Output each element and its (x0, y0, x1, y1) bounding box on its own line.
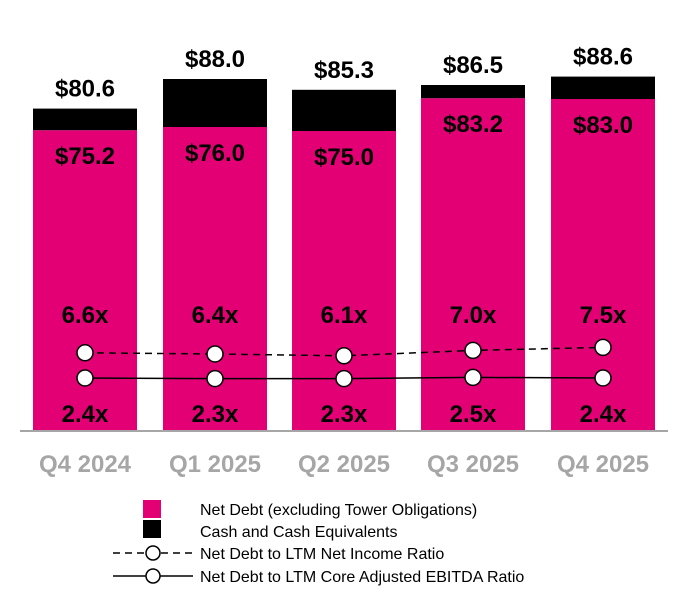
net-income-ratio-label: 6.4x (192, 302, 239, 329)
bar-cash (421, 85, 525, 99)
ratio-marker (464, 368, 482, 387)
legend-swatch-cash (143, 520, 161, 538)
net-income-ratio-line (84, 346, 604, 357)
ebitda-ratio-label: 2.5x (450, 401, 497, 428)
total-label: $86.5 (443, 52, 503, 79)
net-income-ratio-label: 6.6x (62, 302, 109, 329)
ebitda-ratio-label: 2.3x (321, 401, 368, 428)
ratio-marker (464, 341, 482, 360)
ratio-marker (76, 369, 94, 387)
x-tick-label: Q2 2025 (298, 451, 390, 478)
bar-cash (33, 108, 137, 131)
ratio-marker (335, 369, 353, 388)
total-label: $88.6 (573, 44, 633, 71)
ratio-marker (206, 345, 224, 363)
x-tick-label: Q3 2025 (427, 451, 519, 478)
legend-label-net-debt: Net Debt (excluding Tower Obligations) (200, 502, 477, 519)
x-tick-label: Q4 2024 (39, 451, 132, 478)
labels-group: $80.6 $75.2 Q4 2024 6.6x 2.4x $88.0 $76.0 Q1 20… (39, 44, 649, 478)
ebitda-ratio-label: 2.3x (192, 401, 239, 428)
ratio-marker (206, 369, 224, 388)
net-income-ratio-label: 6.1x (321, 302, 368, 329)
bar-cash (292, 89, 396, 131)
net-income-ratio-label: 7.0x (450, 302, 497, 329)
ebitda-ratio-label: 2.4x (62, 401, 109, 428)
legend-swatch-net-debt (143, 500, 161, 518)
ebitda-ratio-label: 2.4x (580, 401, 627, 428)
legend-label-net-income-ratio: Net Debt to LTM Net Income Ratio (200, 546, 444, 563)
legend-label-ebitda-ratio: Net Debt to LTM Core Adjusted EBITDA Rat… (200, 569, 524, 586)
legend-solid-marker (145, 568, 161, 584)
total-label: $80.6 (55, 76, 115, 103)
ratio-lines-group (76, 338, 612, 388)
net-debt-label: $76.0 (185, 140, 245, 167)
net-debt-label: $75.2 (55, 143, 115, 170)
ratio-marker (335, 347, 353, 365)
net-income-ratio-label: 7.5x (580, 302, 627, 329)
bar-cash (163, 79, 267, 127)
legend-dashed-marker (145, 545, 161, 561)
net-debt-label: $75.0 (314, 144, 374, 171)
x-tick-label: Q4 2025 (557, 451, 649, 478)
ratio-marker (76, 344, 94, 362)
legend-label-cash: Cash and Cash Equivalents (200, 524, 397, 541)
x-tick-label: Q1 2025 (169, 451, 261, 478)
ratio-marker (594, 338, 612, 357)
ratio-marker (594, 369, 612, 387)
bar-cash (551, 76, 655, 99)
total-label: $85.3 (314, 57, 374, 84)
legend: Net Debt (excluding Tower Obligations) C… (113, 500, 524, 586)
total-label: $88.0 (185, 46, 245, 73)
net-debt-label: $83.2 (443, 111, 503, 138)
net-debt-label: $83.0 (573, 112, 633, 139)
